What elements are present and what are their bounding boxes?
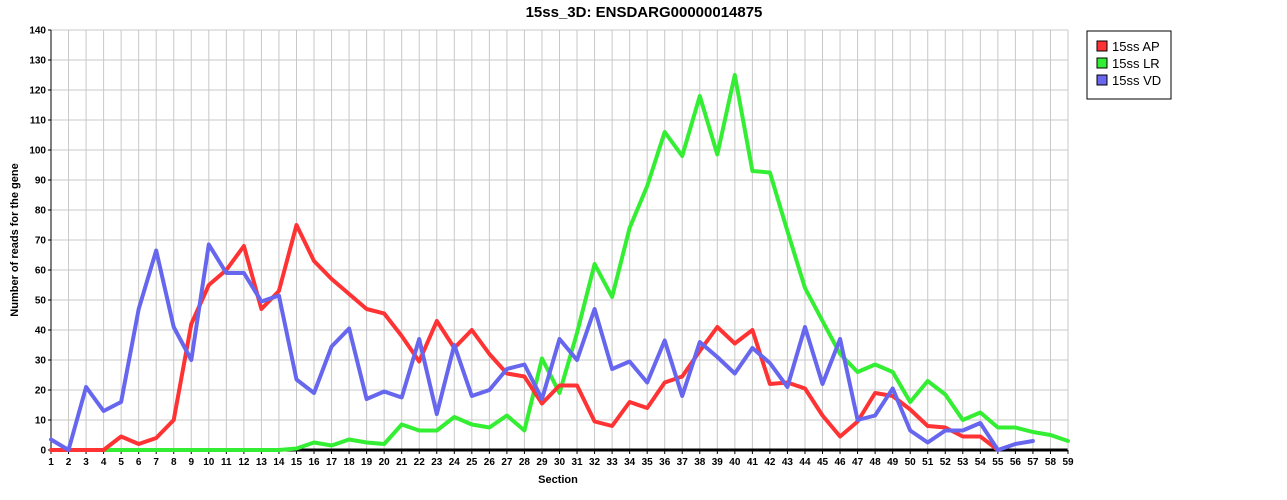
y-tick-label: 130 [29,56,46,67]
x-tick-label: 54 [975,457,987,468]
series-line-15ss-lr [49,73,1070,452]
x-tick-label: 21 [396,457,408,468]
x-tick-label: 19 [361,457,373,468]
x-tick-label: 2 [66,457,72,468]
x-tick-label: 48 [870,457,882,468]
x-tick-label: 40 [729,457,741,468]
x-axis-title: Section [538,474,578,486]
legend-swatch [1096,40,1108,52]
x-tick-label: 51 [922,457,934,468]
x-tick-label: 7 [153,457,159,468]
x-tick-label: 56 [1010,457,1022,468]
legend-label: 15ss VD [1112,73,1161,88]
legend: 15ss AP 15ss LR 15ss VD [1086,30,1172,100]
x-tick-label: 27 [501,457,513,468]
x-tick-label: 6 [136,457,142,468]
x-tick-label: 39 [712,457,724,468]
x-tick-label: 37 [677,457,689,468]
x-tick-label: 55 [992,457,1004,468]
y-tick-label: 50 [35,296,47,307]
x-tick-label: 1 [48,457,54,468]
x-tick-label: 25 [466,457,478,468]
x-tick-label: 53 [957,457,969,468]
x-tick-label: 31 [571,457,583,468]
x-tick-label: 10 [203,457,215,468]
x-tick-label: 42 [764,457,776,468]
x-tick-label: 59 [1062,457,1074,468]
y-tick-label: 100 [29,146,46,157]
y-axis-title: Number of reads for the gene [9,163,21,316]
grid [50,29,1069,451]
y-tick-label: 90 [35,176,47,187]
x-tick-label: 23 [431,457,443,468]
x-tick-label: 12 [238,457,250,468]
x-tick-label: 29 [536,457,548,468]
x-tick-label: 34 [624,457,636,468]
y-tick-label: 10 [35,416,47,427]
x-tick-label: 49 [887,457,899,468]
series-line-15ss-vd [49,242,1035,452]
x-tick-label: 22 [414,457,426,468]
x-tick-label: 44 [799,457,811,468]
y-tick-label: 140 [29,26,46,37]
x-tick-label: 26 [484,457,496,468]
x-tick-label: 8 [171,457,177,468]
x-tick-label: 52 [940,457,952,468]
x-tick-label: 15 [291,457,303,468]
y-tick-label: 80 [35,206,47,217]
x-tick-label: 28 [519,457,531,468]
x-tick-label: 14 [273,457,285,468]
x-tick-label: 3 [83,457,89,468]
y-tick-label: 20 [35,386,47,397]
x-tick-label: 33 [607,457,619,468]
y-tick-label: 110 [30,116,47,127]
x-tick-label: 18 [344,457,356,468]
x-tick-label: 20 [379,457,391,468]
x-tick-label: 50 [905,457,917,468]
legend-label: 15ss AP [1112,39,1160,54]
x-tick-label: 17 [326,457,338,468]
x-tick-label: 38 [694,457,706,468]
y-tick-label: 30 [35,356,47,367]
series-lines [49,73,1070,452]
x-tick-label: 30 [554,457,566,468]
x-tick-label: 4 [101,457,107,468]
chart-title: 15ss_3D: ENSDARG00000014875 [526,4,763,21]
x-tick-label: 16 [308,457,320,468]
y-tick-label: 0 [40,446,46,457]
legend-label: 15ss LR [1112,56,1160,71]
x-tick-label: 13 [256,457,268,468]
y-tick-label: 40 [35,326,47,337]
x-tick-label: 45 [817,457,829,468]
legend-swatch [1096,57,1108,69]
x-tick-label: 43 [782,457,794,468]
x-tick-label: 9 [188,457,194,468]
x-tick-label: 47 [852,457,864,468]
x-tick-label: 32 [589,457,601,468]
y-tick-label: 120 [29,86,46,97]
series-line-15ss-ap [49,223,1000,452]
x-tick-label: 5 [118,457,124,468]
x-tick-label: 46 [834,457,846,468]
legend-swatch [1096,74,1108,86]
y-tick-label: 60 [35,266,47,277]
x-tick-label: 36 [659,457,671,468]
x-tick-label: 58 [1045,457,1057,468]
y-tick-label: 70 [35,236,47,247]
x-tick-label: 41 [747,457,759,468]
x-tick-label: 11 [221,457,232,468]
x-tick-label: 57 [1027,457,1039,468]
x-tick-label: 24 [449,457,461,468]
x-tick-label: 35 [642,457,654,468]
